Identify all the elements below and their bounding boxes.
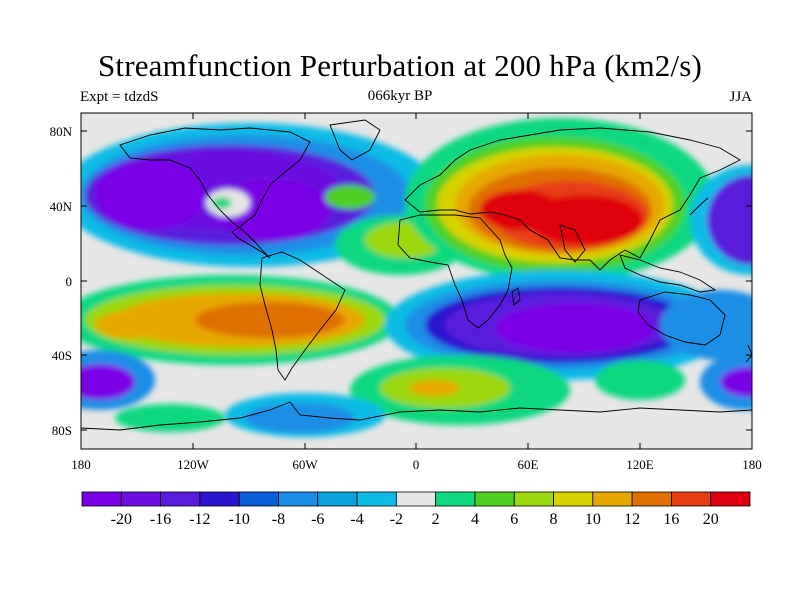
lon-label-60e: 60E (517, 457, 539, 472)
lon-label-120e: 120E (626, 457, 654, 472)
streamfunction-field (81, 113, 752, 449)
colorbar-label: -2 (390, 511, 403, 528)
lon-label-60w: 60W (292, 457, 318, 472)
colorbar-swatch (631, 491, 672, 507)
lat-label-40s: 40S (51, 348, 72, 363)
colorbar-label: -10 (229, 511, 250, 528)
lon-label-120w: 120W (177, 457, 209, 472)
colorbar-label: -20 (111, 511, 132, 528)
season-label: JJA (729, 89, 752, 105)
colorbar-label: 10 (585, 511, 601, 528)
colorbar: -20 -16 -12 -10 -8 -6 -4 -2 2 4 6 8 10 12 16 20 (81, 491, 751, 528)
colorbar-label: -6 (311, 511, 324, 528)
axis-ticks (80, 113, 753, 449)
colorbar-swatch (278, 491, 319, 507)
colorbar-label: 8 (550, 511, 558, 528)
colorbar-swatch (513, 491, 554, 507)
map-title: Streamfunction Perturbation at 200 hPa (… (97, 48, 703, 83)
lat-label-0: 0 (65, 274, 73, 289)
colorbar-label: 4 (471, 511, 479, 528)
colorbar-swatch (356, 491, 397, 507)
lat-label-80n: 80N (49, 124, 72, 139)
colorbar-swatch (120, 491, 161, 507)
colorbar-swatch (199, 491, 240, 507)
colorbar-label: 6 (510, 511, 518, 528)
colorbar-label: 20 (703, 511, 719, 528)
lon-label-0: 0 (412, 457, 420, 472)
colorbar-label: 12 (624, 511, 640, 528)
lon-label-180e: 180 (742, 457, 762, 472)
colorbar-swatch (317, 491, 358, 507)
period-label: 066kyr BP (367, 88, 433, 104)
lon-label-180w: 180 (71, 457, 91, 472)
colorbar-swatch (435, 491, 476, 507)
colorbar-swatch (81, 491, 122, 507)
coastlines (81, 119, 752, 431)
colorbar-swatch (395, 491, 437, 507)
colorbar-label: -12 (189, 511, 210, 528)
colorbar-label: -4 (350, 511, 363, 528)
colorbar-label: -16 (150, 511, 171, 528)
colorbar-swatch (710, 491, 751, 507)
colorbar-label: 16 (663, 511, 679, 528)
colorbar-swatch (553, 491, 594, 507)
colorbar-label: -8 (272, 511, 285, 528)
lat-label-40n: 40N (49, 199, 72, 214)
experiment-label: Expt = tdzdS (80, 89, 159, 105)
colorbar-label: 2 (432, 511, 440, 528)
colorbar-swatch (238, 491, 279, 507)
colorbar-swatch (671, 491, 712, 507)
lat-label-80s: 80S (51, 423, 72, 438)
colorbar-swatch (592, 491, 633, 507)
colorbar-swatch (160, 491, 201, 507)
colorbar-swatch (474, 491, 515, 507)
